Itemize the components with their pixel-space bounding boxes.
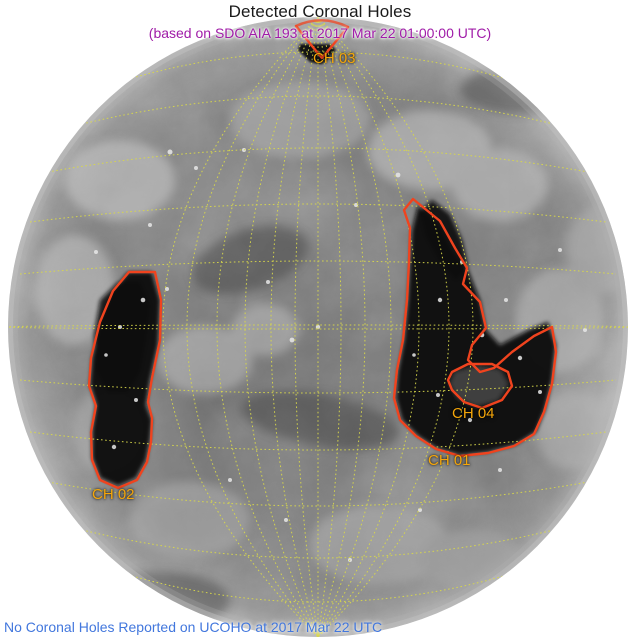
ch-label-ch01: CH 01 — [428, 452, 471, 469]
page-title: Detected Coronal Holes — [228, 2, 412, 21]
grid-meridians — [162, 17, 474, 637]
ch01-dark-core — [396, 200, 556, 455]
coronal-hole-contours — [87, 19, 558, 490]
contour-ch03 — [294, 24, 350, 60]
ch-label-ch03: CH 03 — [313, 50, 356, 67]
contour-ch02 — [87, 270, 163, 490]
heliographic-grid — [8, 17, 628, 637]
ucoho-status-note: No Coronal Holes Reported on UCOHO at 20… — [4, 619, 383, 635]
contour-ch01 — [392, 197, 558, 458]
contour-ch04 — [446, 362, 514, 410]
ch-label-ch04: CH 04 — [452, 405, 495, 422]
ch02-dark-core — [90, 272, 160, 486]
bright-points — [94, 148, 587, 562]
ch03-dark-core — [298, 44, 336, 64]
contour-ch03-arc — [294, 19, 350, 29]
page-subtitle: (based on SDO AIA 193 at 2017 Mar 22 01:… — [148, 25, 492, 41]
ch-label-ch02: CH 02 — [92, 486, 135, 503]
